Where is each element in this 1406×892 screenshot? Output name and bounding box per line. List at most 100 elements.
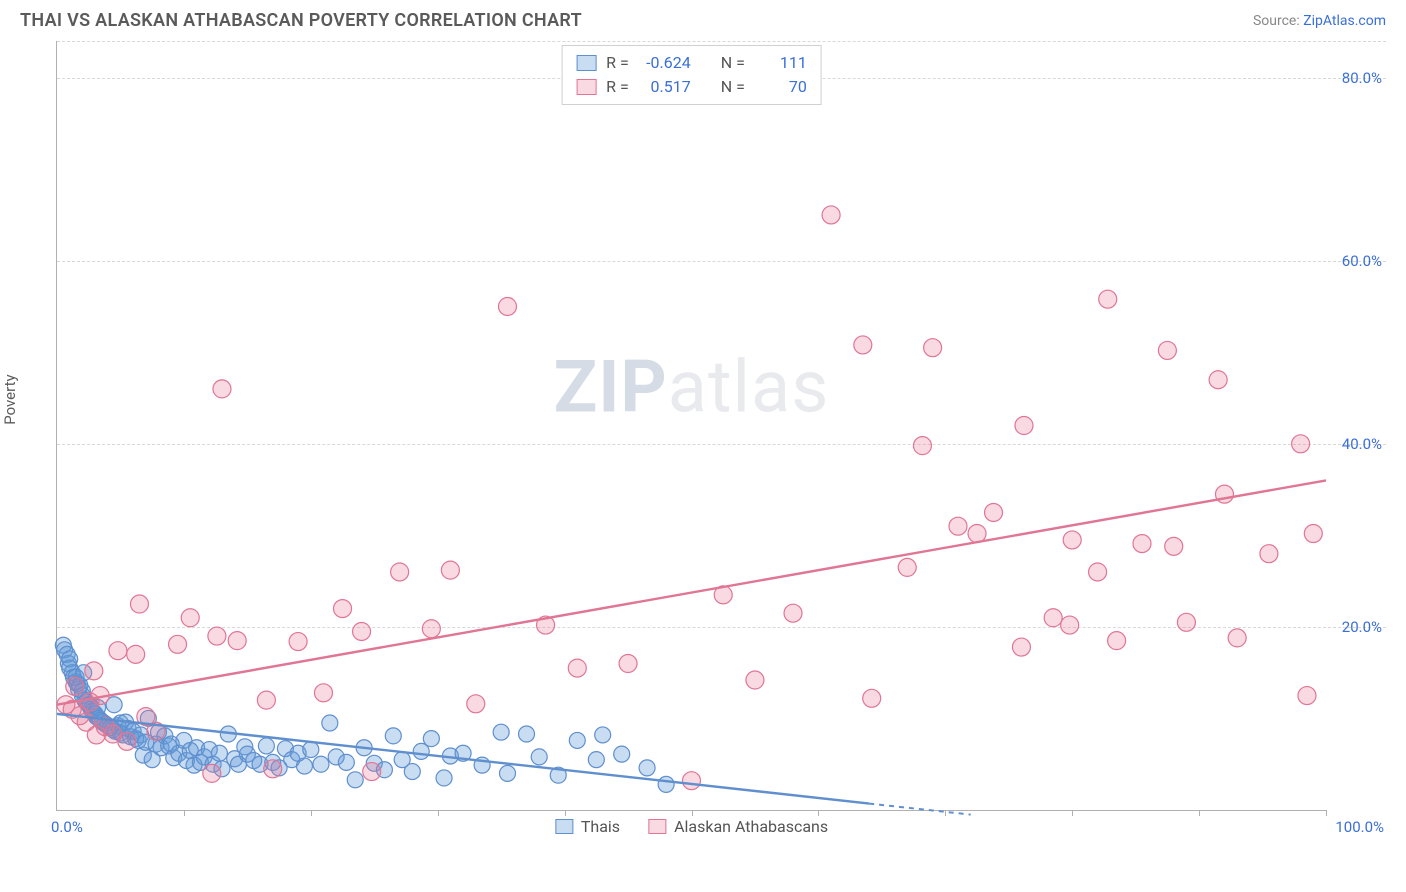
trend-line [57, 480, 1326, 704]
scatter-point [898, 558, 916, 576]
scatter-point [854, 336, 872, 354]
scatter-point [423, 731, 439, 747]
scatter-point [588, 752, 604, 768]
y-tick-label: 80.0% [1342, 69, 1382, 87]
scatter-point [109, 642, 127, 660]
scatter-point [334, 600, 352, 618]
x-tick [945, 810, 946, 816]
scatter-point [353, 622, 371, 640]
scatter-point [493, 724, 509, 740]
scatter-point [1063, 531, 1081, 549]
y-axis-label: Poverty [1, 374, 19, 424]
scatter-point [257, 691, 275, 709]
scatter-point [822, 206, 840, 224]
scatter-point [595, 727, 611, 743]
scatter-point [322, 715, 338, 731]
source-label: Source: [1253, 13, 1300, 29]
scatter-point [211, 745, 227, 761]
scatter-point [338, 754, 354, 770]
scatter-point [1133, 535, 1151, 553]
scatter-point [569, 732, 585, 748]
scatter-point [264, 760, 282, 778]
x-max-label: 100.0% [1335, 818, 1384, 836]
scatter-point [1177, 613, 1195, 631]
scatter-point [1260, 545, 1278, 563]
scatter-point [1292, 435, 1310, 453]
scatter-point [1165, 537, 1183, 555]
r-value-athabascans: 0.517 [639, 75, 691, 99]
scatter-point [784, 604, 802, 622]
x-tick [1199, 810, 1200, 816]
x-tick [1326, 810, 1327, 816]
scatter-point [208, 627, 226, 645]
scatter-point [619, 655, 637, 673]
x-tick [565, 810, 566, 816]
series-legend: Thais Alaskan Athabascans [555, 817, 828, 836]
scatter-point [66, 677, 84, 695]
swatch-athabascans [576, 79, 596, 95]
legend-item-thais: Thais [555, 817, 620, 836]
scatter-point [385, 728, 401, 744]
y-tick-label: 60.0% [1342, 252, 1382, 270]
chart-header: THAI VS ALASKAN ATHABASCAN POVERTY CORRE… [0, 0, 1406, 37]
x-tick [818, 810, 819, 816]
swatch-thais [576, 55, 596, 71]
scatter-point [404, 764, 420, 780]
scatter-point [1099, 290, 1117, 308]
scatter-point [127, 645, 145, 663]
scatter-point [1298, 687, 1316, 705]
y-tick-label: 40.0% [1342, 435, 1382, 453]
scatter-point [924, 339, 942, 357]
swatch-athabascans-icon [648, 819, 666, 834]
x-tick [184, 810, 185, 816]
scatter-point [1012, 638, 1030, 656]
scatter-point [118, 732, 136, 750]
scatter-point [289, 633, 307, 651]
scatter-point [436, 770, 452, 786]
scatter-point [568, 659, 586, 677]
scatter-point [314, 684, 332, 702]
scatter-point [258, 738, 274, 754]
scatter-point [303, 742, 319, 758]
scatter-point [531, 749, 547, 765]
scatter-point [169, 635, 187, 653]
scatter-point [1089, 563, 1107, 581]
swatch-thais-icon [555, 819, 573, 834]
scatter-point [658, 776, 674, 792]
scatter-point [181, 609, 199, 627]
scatter-point [985, 503, 1003, 521]
scatter-point [296, 758, 312, 774]
scatter-point [203, 764, 221, 782]
chart-area: Poverty ZIPatlas R = -0.624 N = 111 R = … [20, 41, 1386, 841]
legend-row-thais: R = -0.624 N = 111 [576, 51, 807, 75]
scatter-point [1044, 609, 1062, 627]
scatter-point [467, 695, 485, 713]
scatter-point [1158, 341, 1176, 359]
x-tick [692, 810, 693, 816]
source-attribution: Source: ZipAtlas.com [1253, 13, 1386, 29]
scatter-point [499, 765, 515, 781]
chart-title: THAI VS ALASKAN ATHABASCAN POVERTY CORRE… [20, 10, 582, 31]
scatter-point [913, 437, 931, 455]
scatter-point [313, 756, 329, 772]
scatter-point [347, 772, 363, 788]
scatter-point [85, 662, 103, 680]
trend-line-dash [869, 804, 971, 815]
scatter-point [1209, 371, 1227, 389]
plot-region: ZIPatlas R = -0.624 N = 111 R = 0.517 N … [56, 41, 1326, 811]
x-tick [1072, 810, 1073, 816]
scatter-point [441, 561, 459, 579]
correlation-legend: R = -0.624 N = 111 R = 0.517 N = 70 [561, 45, 822, 105]
scatter-point [228, 632, 246, 650]
n-value-athabascans: 70 [755, 75, 807, 99]
scatter-point [1015, 417, 1033, 435]
source-link[interactable]: ZipAtlas.com [1303, 13, 1386, 29]
scatter-point [614, 746, 630, 762]
x-min-label: 0.0% [51, 818, 83, 836]
n-value-thais: 111 [755, 51, 807, 75]
scatter-point [1228, 629, 1246, 647]
scatter-point [1061, 616, 1079, 634]
scatter-point [422, 620, 440, 638]
scatter-point [746, 671, 764, 689]
x-tick [311, 810, 312, 816]
